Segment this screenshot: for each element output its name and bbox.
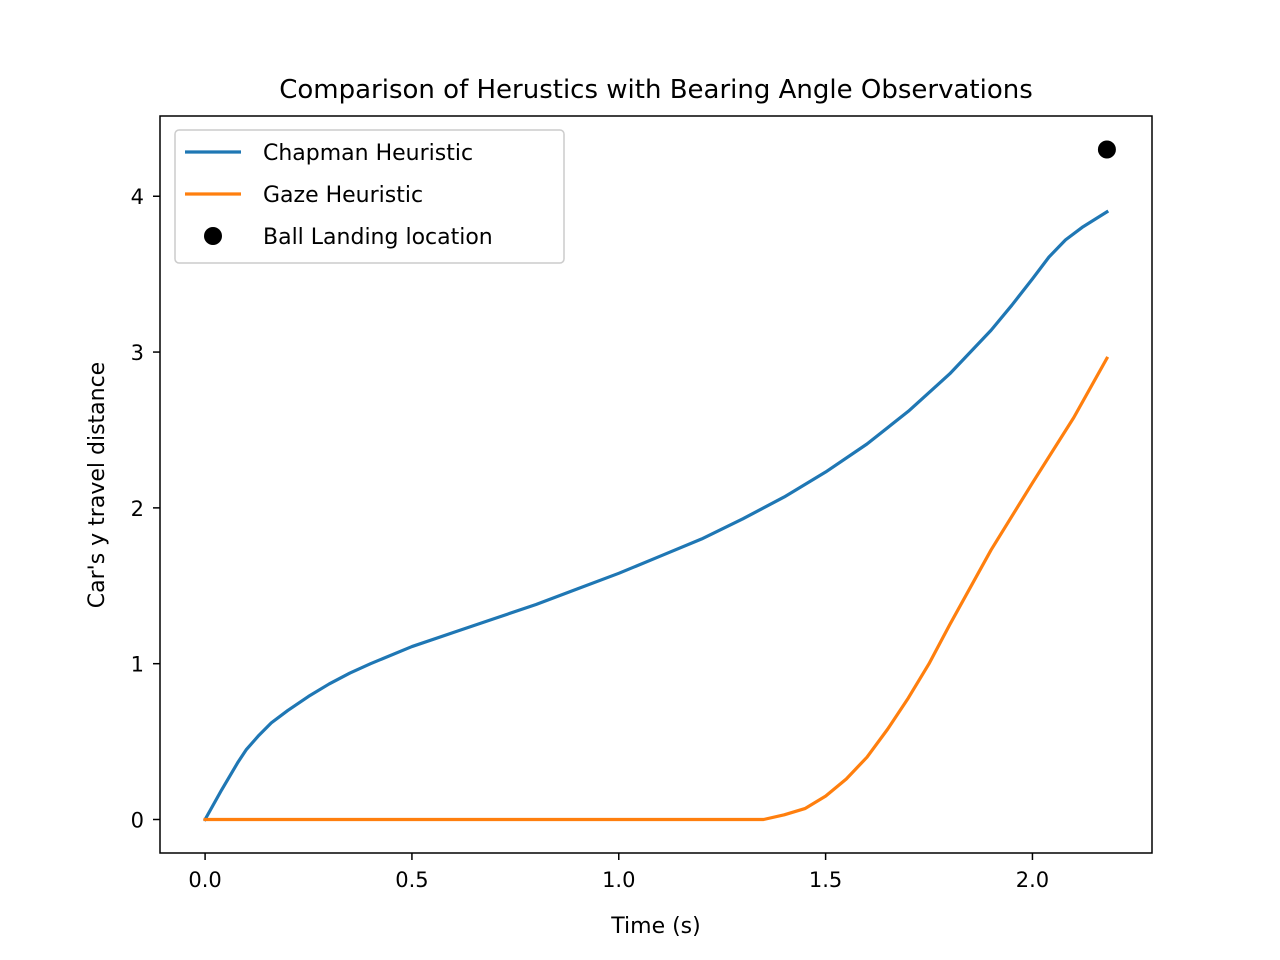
plot-area-frame [159,115,1153,854]
x-axis: 0.0 0.5 1.0 1.5 2.0 [188,853,1049,892]
legend-label-ball-landing-location: Ball Landing location [263,225,493,250]
legend-box [174,129,565,264]
x-axis-title: Time (s) [610,914,700,939]
ball-landing-location-point-0 [1097,140,1116,159]
x-tick-label-3: 1.5 [809,868,842,892]
legend: Chapman Heuristic Gaze Heuristic Ball Land… [174,129,565,264]
y-tick-label-4: 4 [131,185,144,209]
x-tick-label-2: 1.0 [602,868,635,892]
y-tick-label-1: 1 [131,653,144,677]
x-tick-label-0: 0.0 [188,868,221,892]
legend-label-chapman-heuristic: Chapman Heuristic [263,141,473,166]
x-tick-label-1: 0.5 [395,868,428,892]
y-tick-label-2: 2 [131,497,144,521]
y-axis-title: Car's y travel distance [85,362,110,608]
chapman-heuristic-line [202,209,1110,822]
gaze-heuristic-line [203,356,1110,822]
y-tick-label-3: 3 [131,341,144,365]
legend-marker-ball-landing-location [204,227,222,245]
y-axis: 0 1 2 3 4 [131,185,160,833]
x-tick-label-4: 2.0 [1016,868,1049,892]
y-tick-label-0: 0 [131,809,144,833]
chart-title: Comparison of Herustics with Bearing Ang… [279,75,1033,105]
plot-lines [202,140,1116,822]
legend-label-gaze-heuristic: Gaze Heuristic [263,183,423,208]
